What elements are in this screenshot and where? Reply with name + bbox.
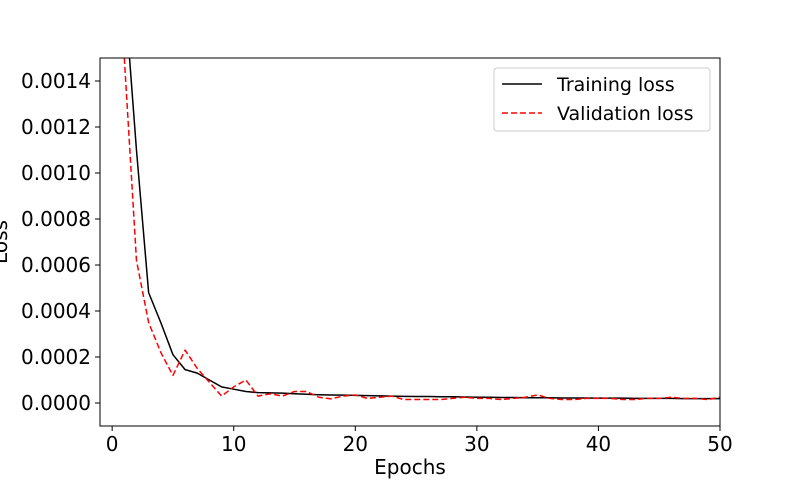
training-loss-line [128, 58, 720, 400]
y-tick-label: 0.0012 [21, 115, 91, 139]
x-tick-label: 30 [464, 432, 489, 456]
x-tick-label: 50 [707, 432, 732, 456]
y-tick-label: 0.0002 [21, 345, 91, 369]
x-tick-label: 0 [106, 432, 119, 456]
series-layer [123, 58, 720, 401]
x-tick-label: 20 [343, 432, 368, 456]
y-tick-label: 0.0010 [21, 161, 91, 185]
x-axis-ticks: 0 10 20 30 40 50 [106, 426, 733, 456]
validation-loss-line [123, 58, 720, 401]
y-tick-label: 0.0014 [21, 69, 91, 93]
x-tick-label: 40 [586, 432, 611, 456]
y-axis-ticks: 0.0000 0.0002 0.0004 0.0006 0.0008 0.0010 0.00… [21, 69, 100, 415]
y-tick-label: 0.0006 [21, 253, 91, 277]
plot-frame [99, 57, 721, 427]
y-tick-label: 0.0008 [21, 207, 91, 231]
y-axis-label: Loss [0, 220, 12, 264]
legend-label-validation: Validation loss [557, 103, 694, 125]
y-tick-label: 0.0004 [21, 299, 91, 323]
legend-label-training: Training loss [556, 74, 675, 96]
x-axis-label: Epochs [374, 455, 446, 479]
legend-box [493, 67, 711, 132]
legend: Training loss Validation loss [493, 67, 711, 132]
y-tick-label: 0.0000 [21, 391, 91, 415]
x-tick-label: 10 [221, 432, 246, 456]
